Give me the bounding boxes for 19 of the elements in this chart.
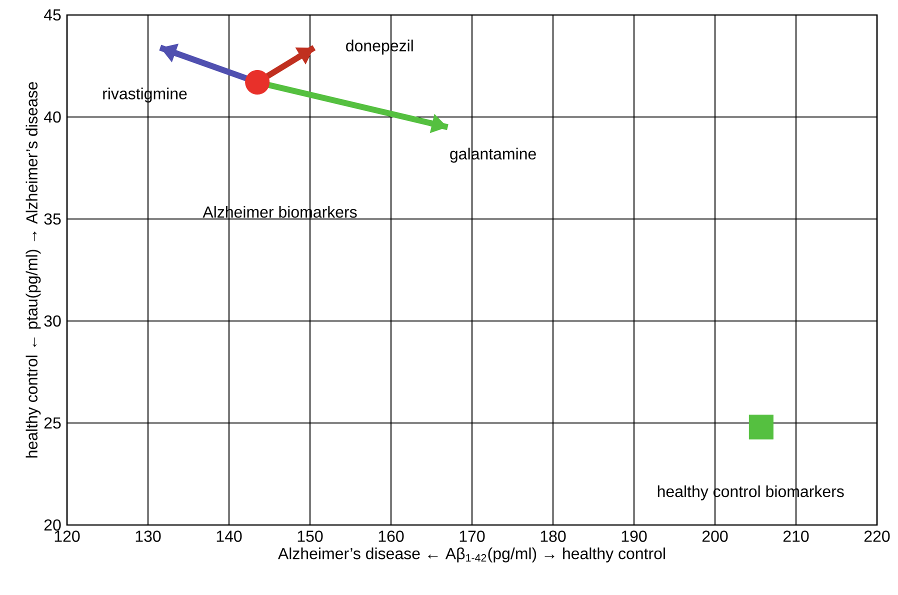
x-tick-label: 190 <box>622 530 647 542</box>
y-tick-label: 35 <box>44 213 61 225</box>
x-axis-title: Alzheimer’s disease ← Aβ$_{1-42}$(pg/ml) → healthy control <box>278 548 665 562</box>
x-tick-label: 170 <box>460 530 485 542</box>
y-tick-label: 40 <box>44 111 61 123</box>
x-tick-label: 180 <box>540 530 566 542</box>
y-tick-label: 25 <box>44 417 61 429</box>
x-tick-label: 220 <box>864 530 890 542</box>
x-tick-label: 130 <box>136 530 161 542</box>
x-tick-label: 200 <box>702 530 728 542</box>
y-tick-label: 45 <box>44 9 61 21</box>
x-tick-label: 120 <box>54 530 80 542</box>
y-axis-title: healthy control ← ptau(pg/ml) → Alzheimer’s disease <box>26 82 41 458</box>
x-tick-label: 210 <box>783 530 809 542</box>
x-tick-label: 140 <box>216 530 242 542</box>
y-tick-label: 30 <box>44 315 61 327</box>
x-tick-label: 150 <box>298 530 323 542</box>
y-tick-label: 20 <box>44 519 61 531</box>
x-tick-label: 160 <box>378 530 404 542</box>
